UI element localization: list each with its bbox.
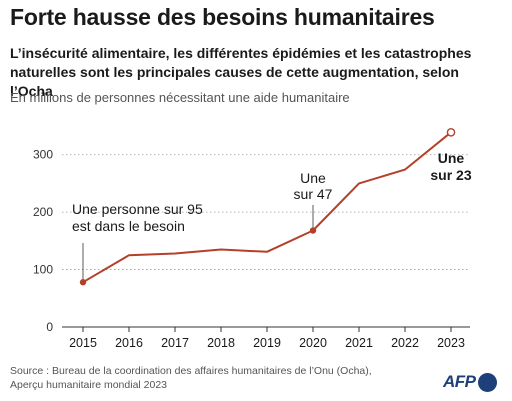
x-tick-label: 2018 xyxy=(207,336,235,350)
y-tick-label: 300 xyxy=(33,148,53,162)
x-tick-label: 2019 xyxy=(253,336,281,350)
afp-logo-text: AFP xyxy=(443,372,476,391)
y-tick-label: 200 xyxy=(33,205,53,219)
annotation-label: sur 23 xyxy=(430,167,471,183)
afp-logo-ball-icon xyxy=(477,372,497,392)
source-line-1: Source : Bureau de la coordination des a… xyxy=(10,365,372,377)
x-tick-label: 2020 xyxy=(299,336,327,350)
chart-subtitle: L’insécurité alimentaire, les différente… xyxy=(10,45,472,99)
data-point xyxy=(79,279,87,286)
afp-logo: AFP xyxy=(443,372,497,392)
x-tick-label: 2017 xyxy=(161,336,189,350)
chart-title: Forte hausse des besoins humanitaires xyxy=(10,4,435,30)
x-tick-label: 2022 xyxy=(391,336,419,350)
x-tick-label: 2021 xyxy=(345,336,373,350)
y-tick-label: 0 xyxy=(46,320,53,334)
source-line-2: Aperçu humanitaire mondial 2023 xyxy=(10,379,168,391)
annotation-label: sur 47 xyxy=(294,186,333,202)
data-point-last xyxy=(446,128,456,137)
data-point xyxy=(309,227,317,234)
annotation-label: est dans le besoin xyxy=(72,218,185,234)
x-tick-label: 2015 xyxy=(69,336,97,350)
annotation-label: Une xyxy=(300,170,326,186)
unit-label: En millions de personnes nécessitant une… xyxy=(10,90,350,105)
series-line xyxy=(82,131,452,284)
source-note: Source : Bureau de la coordination des a… xyxy=(10,364,410,392)
annotation-label: Une xyxy=(438,150,465,166)
x-tick-label: 2016 xyxy=(115,336,143,350)
y-tick-label: 100 xyxy=(33,263,53,277)
x-tick-label: 2023 xyxy=(437,336,465,350)
annotation-label: Une personne sur 95 xyxy=(72,201,203,217)
